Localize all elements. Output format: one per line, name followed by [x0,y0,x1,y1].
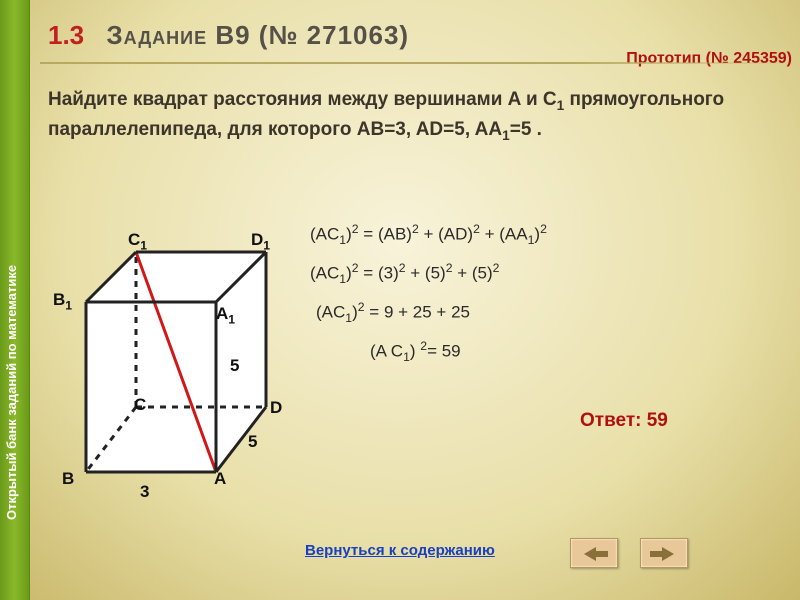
vertex-label-C1: C1 [128,230,147,252]
header-divider [40,62,800,64]
vertex-label-B1: B1 [53,290,72,312]
back-to-contents-link[interactable]: Вернуться к содержанию [305,542,495,559]
solution-line-3: (AC1)2 = 9 + 25 + 25 [316,300,547,325]
vertex-label-A1: A1 [216,304,235,326]
arrow-right-icon [642,543,686,565]
vertex-label-D1: D1 [251,230,270,252]
answer-text: Ответ: 59 [580,410,668,432]
header: 1.3 Задание В9 (№ 271063) Прототип (№ 24… [48,20,792,51]
solution-block: (AC1)2 = (AB)2 + (AD)2 + (AA1)2 (AC1)2 =… [310,222,547,378]
cuboid-diagram: C1 D1 B1 A1 C D B A 5 5 3 [56,232,291,510]
vertex-label-D: D [270,398,282,418]
problem-text: Найдите квадрат расстояния между вершина… [48,86,780,147]
vertex-label-B: B [62,469,74,489]
vertex-label-C: C [134,395,146,415]
task-number: 1.3 [48,20,84,50]
prototype-ref[interactable]: Прототип (№ 245359) [626,50,792,68]
vertex-label-A: A [214,469,226,489]
next-button[interactable] [640,538,688,568]
solution-line-2: (AC1)2 = (3)2 + (5)2 + (5)2 [310,261,547,286]
edge-label-AD: 5 [248,432,257,452]
solution-line-1: (AC1)2 = (AB)2 + (AD)2 + (AA1)2 [310,222,547,247]
sidebar-title: Открытый банк заданий по математике [4,265,19,520]
prev-button[interactable] [570,538,618,568]
solution-line-4: (A C1) 2= 59 [370,339,547,364]
sidebar: Открытый банк заданий по математике [0,0,30,600]
task-title: Задание В9 (№ 271063) [106,20,409,50]
arrow-left-icon [572,543,616,565]
edge-label-AA1: 5 [230,356,239,376]
edge-label-AB: 3 [140,482,149,502]
